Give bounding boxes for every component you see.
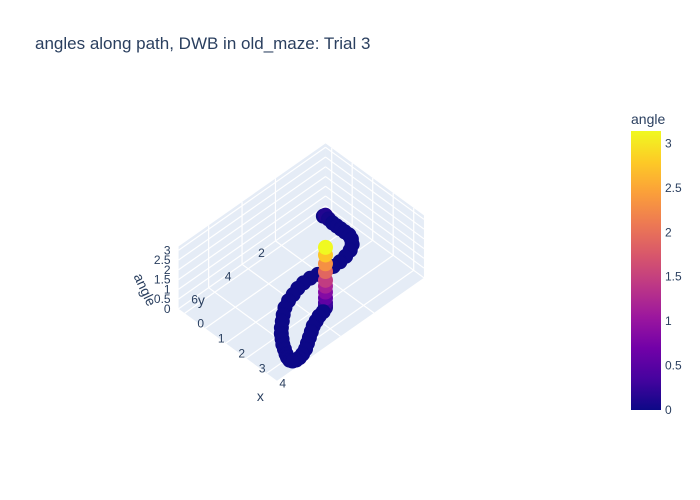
gridline-z — [178, 156, 326, 261]
x-tick-label: 3 — [259, 361, 266, 375]
x-tick-label: 0 — [197, 316, 204, 330]
gridline-z — [325, 166, 425, 240]
back-wall-yz — [178, 143, 326, 309]
gridline-z — [325, 156, 425, 230]
gridline-x — [184, 209, 333, 314]
colorbar-tick-label: 0.5 — [665, 359, 682, 373]
gridline-z — [325, 205, 425, 279]
colorbar-tick-label: 2 — [665, 225, 672, 239]
y-tick-label: 6 — [191, 293, 198, 307]
colorbar-title: angle — [631, 111, 666, 127]
gridline-z — [178, 166, 326, 271]
colorbar-tick-label: 0 — [665, 403, 672, 417]
gridline-z — [178, 185, 326, 290]
gridline-z — [178, 146, 326, 251]
z-tick-label: 1.5 — [154, 273, 171, 287]
gridline-z — [178, 176, 326, 281]
y-axis-title: y — [198, 292, 205, 308]
gridline-z — [325, 146, 425, 220]
data-point — [317, 239, 333, 255]
x-tick-label: 1 — [218, 331, 225, 345]
z-tick-label: 1 — [164, 282, 171, 296]
x-axis-title: x — [257, 388, 264, 404]
data-point — [285, 353, 301, 369]
z-tick-label: 0.5 — [154, 292, 171, 306]
y-tick-label: 2 — [258, 246, 265, 260]
back-wall-xz — [325, 143, 424, 278]
x-tick-label: 2 — [238, 346, 245, 360]
gridline-z — [325, 195, 425, 269]
gridline-z — [325, 176, 425, 250]
gridline-z — [178, 195, 326, 300]
z-tick-label: 0 — [164, 302, 171, 316]
colorbar-tick-label: 2.5 — [665, 181, 682, 195]
colorbar — [631, 131, 661, 410]
gridline-z — [178, 205, 326, 310]
y-tick-label: 4 — [225, 269, 232, 283]
chart-title: angles along path, DWB in old_maze: Tria… — [35, 34, 371, 53]
gridline-z — [325, 185, 425, 259]
colorbar-tick-label: 1 — [665, 314, 672, 328]
z-tick-label: 2.5 — [154, 253, 171, 267]
z-tick-label: 2 — [164, 263, 171, 277]
z-tick-label: 3 — [164, 243, 171, 257]
colorbar-tick-label: 3 — [665, 136, 672, 150]
colorbar-tick-label: 1.5 — [665, 270, 682, 284]
x-tick-label: 4 — [279, 376, 286, 390]
